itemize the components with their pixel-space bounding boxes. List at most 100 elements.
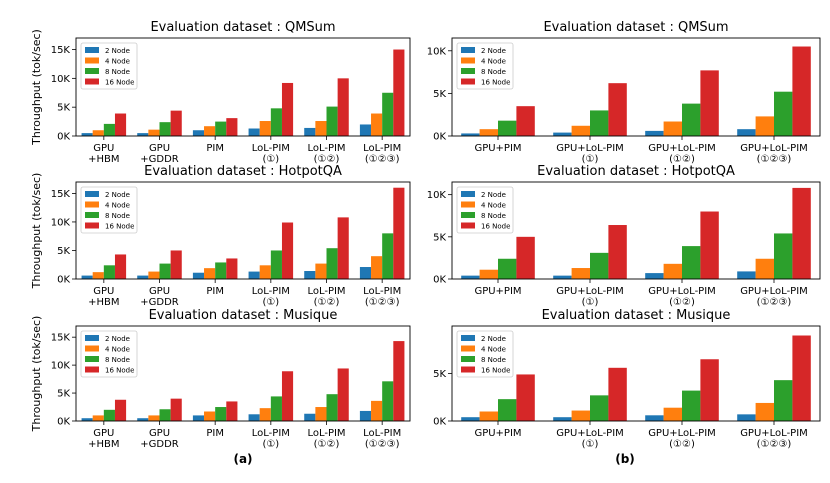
legend-label: 8 Node [105,68,130,76]
bar-4-node-1 [479,269,498,279]
bar-2-node-1 [81,133,93,136]
x-tick-label: GPU+PIM [474,143,521,154]
legend-swatch [85,68,99,74]
bar-16-node-5 [337,78,349,136]
bar-8-node-2 [590,395,609,421]
y-tick-label: 5K [433,232,446,243]
bar-2-node-4 [737,414,756,421]
bar-4-node-2 [571,268,590,279]
bar-4-node-4 [259,265,271,279]
bar-4-node-3 [663,407,682,421]
legend-swatch [461,345,475,352]
bar-16-node-1 [114,113,127,136]
bar-8-node-4 [774,91,793,136]
bar-8-node-6 [382,92,394,136]
x-tick-label: GPU+LoL-PIM [556,428,624,439]
bar-4-node-4 [259,408,271,421]
bar-4-node-2 [148,271,160,279]
y-tick-label: 15K [51,45,71,56]
bar-8-node-1 [498,399,517,421]
x-tick-label: (①②) [669,297,695,308]
bar-8-node-3 [215,262,227,279]
bar-8-node-3 [682,390,701,421]
x-tick-label: (①②) [669,154,695,165]
x-tick-label: GPU+LoL-PIM [648,143,716,154]
legend-label: 4 Node [105,346,130,354]
bar-2-node-6 [359,124,372,136]
x-tick-label: GPU [93,428,114,439]
x-tick-label: GPU+LoL-PIM [740,143,808,154]
bar-4-node-4 [755,402,774,421]
bar-4-node-4 [259,121,271,136]
y-tick-label: 5K [57,389,70,400]
legend-label: 16 Node [105,367,134,375]
x-tick-label: (①②) [314,154,340,165]
x-tick-label: LoL-PIM [307,286,345,297]
bar-16-node-4 [792,187,811,279]
bar-2-node-4 [737,271,756,279]
x-tick-label: GPU [93,286,114,297]
legend-label: 16 Node [481,223,510,231]
bar-4-node-1 [92,130,104,136]
legend-label: 8 Node [105,356,130,364]
bar-8-node-2 [159,263,171,279]
bar-8-node-6 [382,381,394,421]
bar-8-node-5 [326,394,338,421]
bar-16-node-4 [792,46,811,136]
x-tick-label: GPU+LoL-PIM [740,428,808,439]
x-tick-label: GPU+PIM [474,286,521,297]
x-tick-label: GPU+PIM [474,428,521,439]
x-tick-label: LoL-PIM [363,428,401,439]
bar-16-node-2 [608,83,627,136]
y-tick-label: 10K [51,217,71,228]
legend-box [456,42,514,90]
bar-4-node-1 [479,129,498,136]
legend-box [80,186,138,234]
bar-2-node-6 [359,410,372,421]
legend-label: 4 Node [481,58,506,66]
bar-4-node-5 [315,407,327,421]
x-tick-label: GPU [149,286,170,297]
legend-swatch [461,201,475,208]
x-tick-label: (①②③) [365,154,400,165]
bar-16-node-3 [700,359,719,421]
chart-title: Evaluation dataset : Musique [542,308,731,323]
plot-frame [451,37,821,137]
bar-4-node-1 [92,415,104,421]
x-tick-label: GPU+LoL-PIM [740,286,808,297]
bar-4-node-5 [315,121,327,136]
x-tick-label: (①②) [669,439,695,450]
bar-8-node-2 [159,409,171,421]
x-tick-label: PIM [206,286,224,297]
bar-16-node-5 [337,368,349,421]
legend-swatch [461,212,475,218]
bar-8-node-4 [270,250,282,279]
chart-title: Evaluation dataset : Musique [149,308,338,323]
bar-2-node-3 [645,415,664,421]
x-tick-label: GPU+LoL-PIM [648,428,716,439]
x-tick-label: GPU [149,428,170,439]
bar-8-node-1 [103,123,115,136]
legend-swatch [461,47,475,53]
y-tick-label: 0K [57,417,70,428]
bar-4-node-3 [204,268,216,279]
bar-2-node-2 [553,132,572,136]
legend-label: 2 Node [481,191,506,199]
legend-box [456,186,514,234]
bar-8-node-4 [270,108,282,136]
bar-2-node-1 [81,418,93,421]
bar-2-node-2 [553,275,572,279]
bar-2-node-1 [461,417,480,421]
x-tick-label: (①) [582,297,599,308]
legend-label: 4 Node [481,202,506,210]
legend-box [80,42,138,90]
bar-16-node-3 [700,70,719,136]
legend-swatch [85,356,99,362]
x-tick-label: (①) [262,297,279,308]
panel-label-b: (b) [615,452,635,466]
legend-box [456,330,514,378]
bar-2-node-2 [553,417,572,421]
bar-2-node-2 [137,418,149,421]
